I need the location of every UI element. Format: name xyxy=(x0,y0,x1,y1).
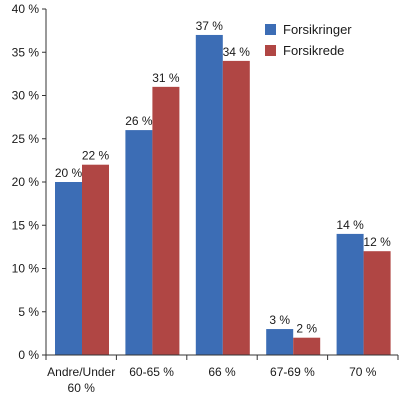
x-category-label: 67-69 % xyxy=(270,365,315,379)
y-tick-label: 10 % xyxy=(12,262,40,276)
bar-series2-1 xyxy=(152,86,180,355)
y-tick-label: 35 % xyxy=(12,45,40,59)
x-category-label: 60 % xyxy=(68,381,96,395)
bar-series1-4 xyxy=(336,233,364,355)
x-category-label: 70 % xyxy=(349,365,377,379)
bar-series1-0 xyxy=(55,182,82,355)
data-label: 26 % xyxy=(125,114,153,128)
bar-series2-2 xyxy=(222,60,250,356)
y-tick-label: 0 % xyxy=(18,348,39,362)
x-category-label: Andre/Under xyxy=(47,365,115,379)
bar-series1-3 xyxy=(266,329,294,355)
y-tick-label: 30 % xyxy=(12,89,40,103)
data-labels-group: 20 % 26 % 37 % 3 % 14 % 22 % 31 % 34 % 2 % 12 % xyxy=(55,19,391,336)
data-label: 3 % xyxy=(269,313,290,327)
bar-series2-3 xyxy=(293,337,321,355)
data-label: 22 % xyxy=(82,149,110,163)
data-label: 31 % xyxy=(152,71,180,85)
y-tick-label: 20 % xyxy=(12,175,40,189)
bar-series1-1 xyxy=(125,130,153,355)
data-label: 14 % xyxy=(336,218,364,232)
bar-series1-2 xyxy=(195,34,223,355)
x-category-label: 60-65 % xyxy=(129,365,174,379)
bar-series2-0 xyxy=(82,164,109,355)
y-tick-label: 5 % xyxy=(18,305,39,319)
legend-label: Forsikringer xyxy=(283,22,352,37)
legend-swatch xyxy=(265,24,276,35)
data-label: 34 % xyxy=(223,45,251,59)
legend-swatch xyxy=(265,45,276,56)
bars-group xyxy=(55,34,391,356)
y-tick-label: 40 % xyxy=(12,2,40,16)
data-label: 37 % xyxy=(196,19,224,33)
bar-series2-4 xyxy=(363,251,391,355)
y-tick-label: 15 % xyxy=(12,218,40,232)
axes-group: 0 % 5 % 10 % 15 % 20 % 25 % 30 % 35 % 40 % Andre/… xyxy=(12,2,399,395)
data-label: 2 % xyxy=(296,322,317,336)
legend: Forsikringer Forsikrede xyxy=(265,22,352,58)
data-label: 20 % xyxy=(55,166,83,180)
legend-label: Forsikrede xyxy=(283,43,344,58)
x-category-label: 66 % xyxy=(208,365,236,379)
data-label: 12 % xyxy=(363,235,391,249)
y-tick-label: 25 % xyxy=(12,132,40,146)
